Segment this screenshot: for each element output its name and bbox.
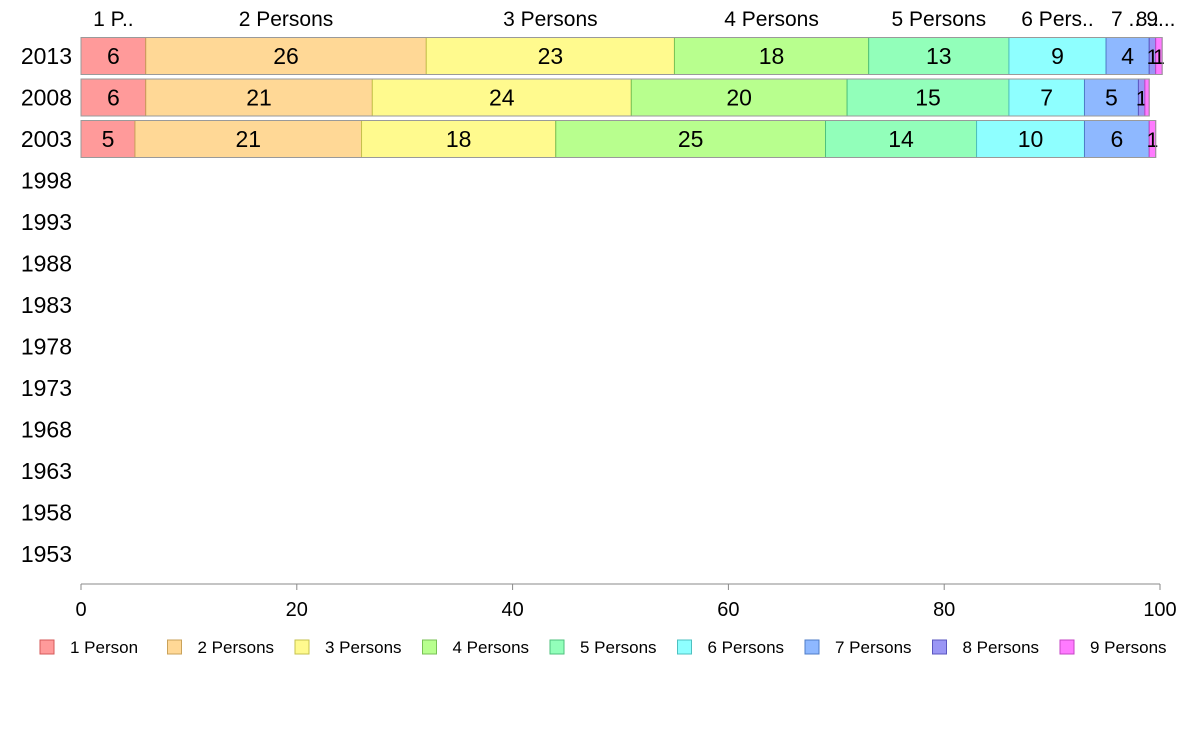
bar-segment <box>1008 78 1085 117</box>
legend-swatch <box>39 639 55 655</box>
y-tick-label: 1978 <box>21 334 72 360</box>
legend-swatch <box>1059 639 1075 655</box>
data-label: 21 <box>235 126 261 152</box>
y-tick-label: 1958 <box>21 500 72 526</box>
legend-swatch <box>422 639 437 655</box>
bar-segment <box>1083 120 1150 158</box>
y-tick-label: 2003 <box>21 126 72 152</box>
data-label: 20 <box>726 85 752 111</box>
top-segment-label: 6 Pers.. <box>1021 8 1093 31</box>
top-segment-label: 5 Persons <box>892 8 987 31</box>
data-label: 1 <box>1136 88 1148 111</box>
data-label: 5 <box>1105 85 1118 111</box>
data-label: 6 <box>107 85 120 111</box>
bar-segment <box>673 37 870 75</box>
legend-label: 9 Persons <box>1090 638 1167 657</box>
y-tick-label: 1998 <box>21 168 72 194</box>
data-label: 5 <box>102 126 115 152</box>
data-label: 10 <box>1018 126 1044 152</box>
data-label: 25 <box>678 126 704 152</box>
y-tick-label: 2013 <box>21 43 72 69</box>
top-segment-label: 8.. <box>1136 8 1159 31</box>
y-tick-label: 1993 <box>21 209 72 235</box>
y-tick-label: 2008 <box>21 85 72 111</box>
y-tick-label: 1988 <box>21 251 72 277</box>
data-label: 21 <box>246 85 272 111</box>
data-label: 9 <box>1051 43 1064 69</box>
top-segment-label: 4 Persons <box>724 8 819 31</box>
data-label: 1 <box>1153 46 1165 69</box>
x-tick-label: 80 <box>933 599 955 621</box>
data-label: 4 <box>1121 43 1134 69</box>
data-label: 26 <box>273 43 299 69</box>
legend-swatch <box>804 639 820 655</box>
bar-outline <box>80 120 1157 158</box>
data-label: 24 <box>489 85 515 111</box>
top-segment-label: 2 Persons <box>239 8 334 31</box>
bar-segment <box>145 37 427 75</box>
legend-label: 6 Persons <box>708 638 785 657</box>
legend-swatch <box>932 639 947 655</box>
data-label: 6 <box>1110 126 1123 152</box>
x-tick-label: 40 <box>501 599 523 621</box>
legend-label: 1 Person <box>70 638 138 657</box>
x-tick-label: 20 <box>286 599 308 621</box>
y-tick-label: 1953 <box>21 541 72 567</box>
bar-segment <box>361 120 557 158</box>
bar-outline <box>80 78 1150 117</box>
legend-label: 2 Persons <box>198 638 275 657</box>
legend-swatch <box>294 639 310 655</box>
bar-segment <box>825 120 978 158</box>
top-segment-label: 3 Persons <box>503 8 598 31</box>
legend-swatch <box>677 639 692 655</box>
data-label: 15 <box>915 85 941 111</box>
x-tick-label: 100 <box>1143 599 1176 621</box>
bar-segment <box>1144 78 1150 117</box>
data-label: 6 <box>107 43 120 69</box>
top-segment-label: 1 P.. <box>93 8 133 31</box>
bar-segment <box>1008 37 1107 75</box>
x-tick-label: 0 <box>75 599 86 621</box>
bar-segment <box>630 78 848 117</box>
legend-swatch <box>167 639 182 655</box>
data-label: 23 <box>538 43 564 69</box>
data-label: 7 <box>1040 85 1053 111</box>
x-tick-label: 60 <box>717 599 739 621</box>
legend-label: 4 Persons <box>453 638 530 657</box>
y-tick-label: 1963 <box>21 458 72 484</box>
data-label: 18 <box>446 126 472 152</box>
bar-segment <box>555 120 827 158</box>
y-tick-label: 1983 <box>21 292 72 318</box>
legend-label: 8 Persons <box>963 638 1040 657</box>
legend-label: 3 Persons <box>325 638 402 657</box>
data-label: 13 <box>926 43 952 69</box>
y-tick-label: 1973 <box>21 375 72 401</box>
data-label: 1 <box>1147 129 1159 152</box>
top-segment-label: 9... <box>1146 8 1175 31</box>
legend-label: 7 Persons <box>835 638 912 657</box>
legend-label: 5 Persons <box>580 638 657 657</box>
bar-segment <box>145 78 373 117</box>
bar-outline <box>80 37 1163 75</box>
data-label: 14 <box>888 126 914 152</box>
data-label: 18 <box>759 43 785 69</box>
y-tick-label: 1968 <box>21 417 72 443</box>
data-label: 1 <box>1147 46 1159 69</box>
legend-swatch <box>549 639 565 655</box>
bar-segment <box>80 37 147 75</box>
top-segment-label: 7 .. <box>1111 8 1140 31</box>
